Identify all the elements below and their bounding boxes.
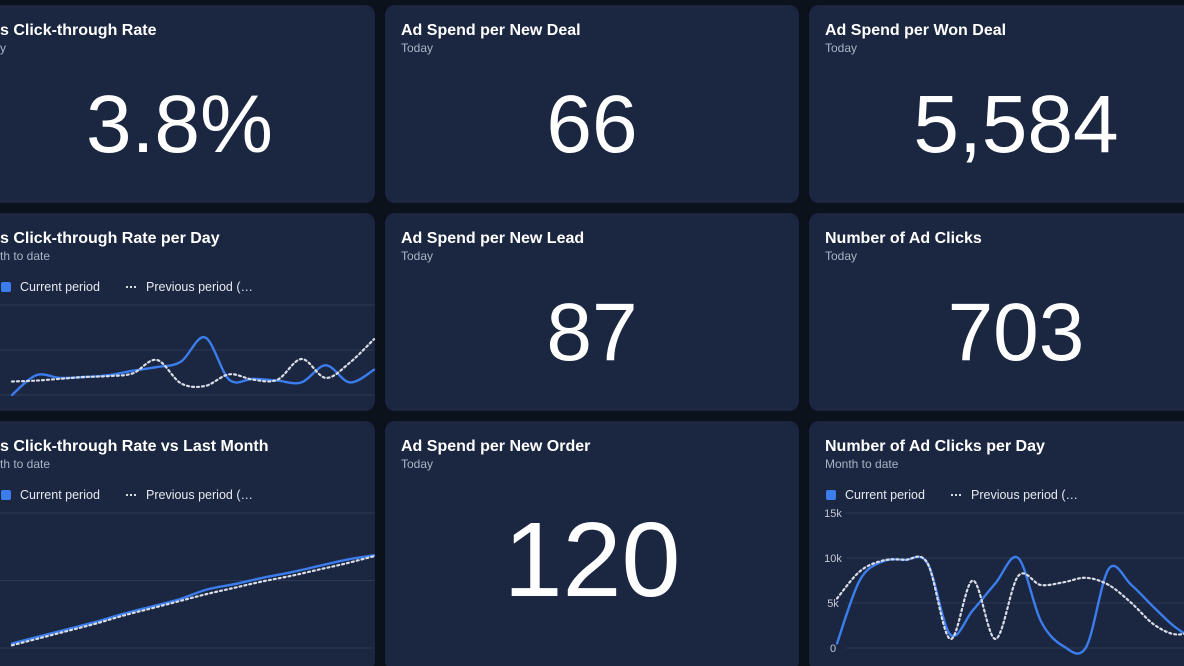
card-subtitle: Today — [825, 41, 857, 55]
series-line — [10, 555, 376, 647]
card-title: Number of Ad Clicks — [825, 230, 982, 247]
card — [809, 213, 1184, 411]
card — [0, 5, 375, 203]
card-title: s Click-through Rate per Day — [0, 230, 220, 247]
kpi-value: 703 — [948, 287, 1085, 378]
legend-label: Current period — [20, 488, 100, 502]
card-subtitle: Month to date — [825, 457, 899, 471]
series-line — [10, 338, 376, 389]
legend-label: Previous period (… — [971, 488, 1078, 502]
card — [385, 5, 799, 203]
legend-label: Current period — [20, 280, 100, 294]
card-subtitle: th to date — [0, 457, 50, 471]
card-subtitle: Today — [401, 41, 433, 55]
y-tick-label: 5k — [827, 598, 839, 610]
card-subtitle: Today — [401, 457, 433, 471]
card — [809, 421, 1184, 666]
card-title: s Click-through Rate vs Last Month — [0, 438, 268, 455]
card — [385, 213, 799, 411]
card-title: Ad Spend per Won Deal — [825, 22, 1006, 39]
legend-swatch — [1, 490, 11, 500]
card-subtitle: Today — [825, 249, 857, 263]
card — [385, 421, 799, 666]
kpi-value: 5,584 — [913, 79, 1118, 170]
card-subtitle: y — [0, 41, 6, 55]
legend-label: Previous period (… — [146, 280, 253, 294]
legend-label: Current period — [845, 488, 925, 502]
card-subtitle: th to date — [0, 249, 50, 263]
legend-swatch — [826, 490, 836, 500]
y-tick-label: 0 — [830, 643, 836, 655]
legend-swatch — [1, 282, 11, 292]
card — [0, 213, 375, 411]
card-title: s Click-through Rate — [0, 22, 157, 39]
legend-label: Previous period (… — [146, 488, 253, 502]
kpi-value: 66 — [546, 79, 637, 170]
kpi-value: 3.8% — [86, 79, 273, 170]
y-tick-label: 10k — [824, 553, 842, 565]
y-tick-label: 15k — [824, 508, 842, 520]
card-title: Number of Ad Clicks per Day — [825, 438, 1045, 455]
card-title: Ad Spend per New Lead — [401, 230, 584, 247]
card-title: Ad Spend per New Deal — [401, 22, 581, 39]
series-line — [835, 555, 1184, 641]
kpi-value: 120 — [504, 501, 681, 619]
card — [809, 5, 1184, 203]
series-line — [10, 554, 376, 645]
card-subtitle: Today — [401, 249, 433, 263]
card — [0, 421, 375, 666]
kpi-value: 87 — [546, 287, 637, 378]
card-title: Ad Spend per New Order — [401, 438, 590, 455]
